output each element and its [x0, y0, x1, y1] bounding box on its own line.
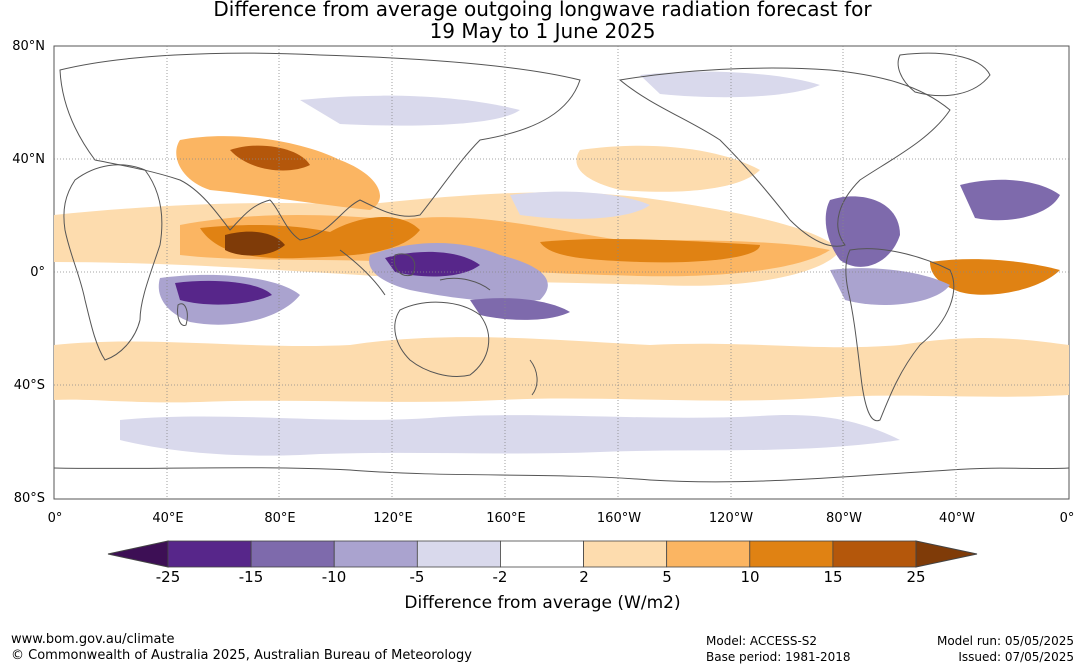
lat-label-40s: 40°S	[13, 378, 45, 393]
lon-label-0e: 0°	[47, 511, 63, 526]
colorbar-swatch	[583, 540, 668, 568]
map-title-line2: 19 May to 1 June 2025	[429, 19, 656, 43]
colorbar-swatch	[416, 540, 501, 568]
coast-new-guinea	[439, 277, 491, 291]
colorbar-swatch	[666, 540, 751, 568]
colorbar-tick: 2	[579, 568, 589, 586]
coast-madagascar	[177, 303, 188, 327]
lon-label-120w: 120°W	[708, 511, 754, 526]
field-neg-southern-band	[120, 415, 900, 456]
colorbar-tick: -2	[492, 568, 508, 586]
lat-label-eq: 0°	[30, 265, 45, 280]
lat-label-40n: 40°N	[12, 152, 45, 167]
lon-label-0w: 0°	[1059, 511, 1075, 526]
colorbar-swatch	[250, 540, 335, 568]
colorbar-tick: 25	[906, 568, 926, 586]
colorbar	[107, 540, 978, 568]
field-neg-arctic	[300, 95, 520, 126]
field-pos-pacific-strong	[540, 238, 760, 263]
field-pos-atlantic	[930, 259, 1060, 295]
colorbar-swatch	[500, 540, 584, 568]
coast-sumatra	[339, 249, 386, 296]
lon-label-40e: 40°E	[152, 511, 184, 526]
coast-borneo	[393, 253, 416, 277]
lon-label-40w: 40°W	[939, 511, 975, 526]
lat-label-80n: 80°N	[12, 39, 45, 54]
footer-copyright: © Commonwealth of Australia 2025, Austra…	[11, 648, 472, 663]
field-neg-spcz	[470, 298, 570, 320]
field-pos-india-max	[225, 231, 285, 256]
lon-label-80e: 80°E	[264, 511, 296, 526]
coast-africa	[63, 164, 163, 361]
field-neg-arctic-2	[640, 71, 820, 98]
footer-model: Model: ACCESS-S2	[706, 634, 818, 648]
field-neg-n-atlantic	[960, 179, 1060, 221]
colorbar-swatch	[167, 540, 252, 568]
field-pos-southern-band	[54, 337, 1069, 403]
coast-australia	[394, 301, 490, 378]
lon-label-160e: 160°E	[486, 511, 526, 526]
map-panel	[53, 45, 1070, 500]
map-title-line1: Difference from average outgoing longwav…	[213, 0, 872, 21]
field-pos-asia-core	[230, 145, 310, 171]
footer-website: www.bom.gov.au/climate	[11, 632, 175, 647]
colorbar-swatch	[832, 540, 917, 568]
coast-south-america	[845, 248, 955, 422]
field-pos-asia	[176, 136, 380, 210]
colorbar-extend-high	[915, 540, 978, 568]
lat-label-80s: 80°S	[13, 491, 45, 506]
colorbar-extend-low	[107, 540, 169, 568]
colorbar-tick: -25	[155, 568, 181, 586]
coast-north-america	[618, 67, 951, 247]
coast-eurasia	[59, 52, 581, 241]
field-neg-indian-core	[175, 280, 272, 305]
colorbar-tick: -5	[409, 568, 425, 586]
coast-new-zealand	[529, 359, 538, 396]
lon-label-160w: 160°W	[596, 511, 642, 526]
coastlines	[53, 52, 1070, 483]
colorbar-tick: 10	[740, 568, 760, 586]
field-pos-n-pacific	[576, 145, 760, 192]
colorbar-swatch	[333, 540, 418, 568]
colorbar-tick: 5	[662, 568, 672, 586]
colorbar-tick: 15	[823, 568, 843, 586]
colorbar-tick: -15	[238, 568, 264, 586]
footer-model-run: Model run: 05/05/2025	[936, 634, 1074, 648]
field-neg-maritime-core	[385, 251, 480, 277]
footer-base-period: Base period: 1981-2018	[706, 650, 851, 664]
field-neg-s-america	[830, 268, 950, 305]
graticule	[54, 46, 1069, 499]
footer-issued: Issued: 07/05/2025	[958, 650, 1074, 664]
field-neg-n-pacific	[510, 191, 650, 219]
colorbar-swatch	[749, 540, 834, 568]
colorbar-tick: -10	[321, 568, 347, 586]
coast-greenland	[897, 52, 991, 97]
lon-label-80w: 80°W	[826, 511, 862, 526]
lon-label-120e: 120°E	[373, 511, 413, 526]
coast-antarctica	[53, 467, 1070, 483]
colorbar-label: Difference from average (W/m2)	[404, 593, 681, 613]
